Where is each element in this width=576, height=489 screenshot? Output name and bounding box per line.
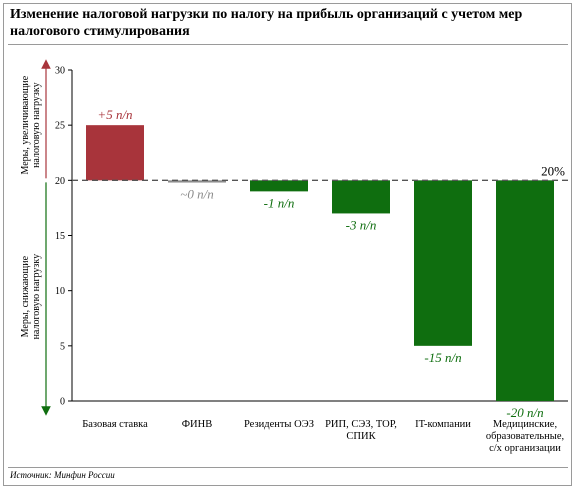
y-tick-label: 25	[55, 121, 65, 132]
y-tick-label: 5	[60, 341, 65, 352]
data-label-4: -15 п/п	[424, 350, 461, 365]
y-tick-label: 20	[55, 176, 65, 187]
source-divider	[8, 467, 568, 468]
category-label-line: СПИК	[346, 431, 376, 442]
y-tick-label: 15	[55, 231, 65, 242]
bar-1	[168, 180, 226, 183]
category-label-line: с/х организации	[489, 443, 561, 454]
data-label-0: +5 п/п	[97, 107, 132, 122]
bar-4	[414, 180, 472, 346]
side-label-increase-line: Меры, увеличивающие	[20, 75, 31, 174]
category-label-line: Резиденты ОЭЗ	[244, 419, 314, 430]
side-label-decrease-line: налоговую нагрузку	[31, 254, 42, 340]
side-label-increase-line: налоговую нагрузку	[31, 82, 42, 167]
category-label-5: Медицинские, образовательные, с/х организа…	[486, 419, 564, 454]
category-label-line: ФИНВ	[182, 419, 212, 430]
category-label-line: Медицинские,	[493, 419, 557, 430]
bar-2	[250, 180, 308, 192]
side-label-increase: Меры, увеличивающиеналоговую нагрузку	[20, 75, 42, 174]
side-label-decrease-line: Меры, снижающие	[20, 255, 31, 337]
data-label-1: ~0 п/п	[180, 187, 213, 202]
data-label-5: -20 п/п	[506, 405, 543, 420]
category-label-line: Базовая ставка	[82, 419, 148, 430]
category-label-line: РИП, СЭЗ, ТОР,	[325, 419, 397, 430]
category-label-1: ФИНВ	[182, 419, 212, 430]
bars-group	[86, 125, 554, 401]
category-label-line: IT-компании	[415, 419, 471, 430]
category-label-line: образовательные,	[486, 431, 564, 442]
side-label-decrease: Меры, снижающиеналоговую нагрузку	[20, 254, 42, 340]
data-label-2: -1 п/п	[264, 195, 295, 210]
category-label-4: IT-компании	[415, 419, 471, 430]
reference-line-label: 20%	[541, 163, 565, 178]
bar-0	[86, 125, 144, 181]
labels-group: +5 п/п Базовая ставка ~0 п/п ФИНВ -1 п/п Рези…	[72, 107, 568, 454]
y-tick-label: 10	[55, 286, 65, 297]
y-tick-label: 0	[60, 397, 65, 408]
category-label-2: Резиденты ОЭЗ	[244, 419, 314, 430]
category-label-0: Базовая ставка	[82, 419, 148, 430]
bar-5	[496, 180, 554, 401]
data-label-3: -3 п/п	[346, 217, 377, 232]
category-label-3: РИП, СЭЗ, ТОР, СПИК	[325, 419, 397, 442]
bar-3	[332, 180, 390, 214]
chart-title: Изменение налоговой нагрузки по налогу н…	[10, 7, 523, 39]
source-note: Источник: Минфин России	[10, 470, 115, 480]
chart-frame	[3, 3, 572, 486]
title-divider	[8, 44, 568, 45]
y-tick-label: 30	[55, 66, 65, 77]
